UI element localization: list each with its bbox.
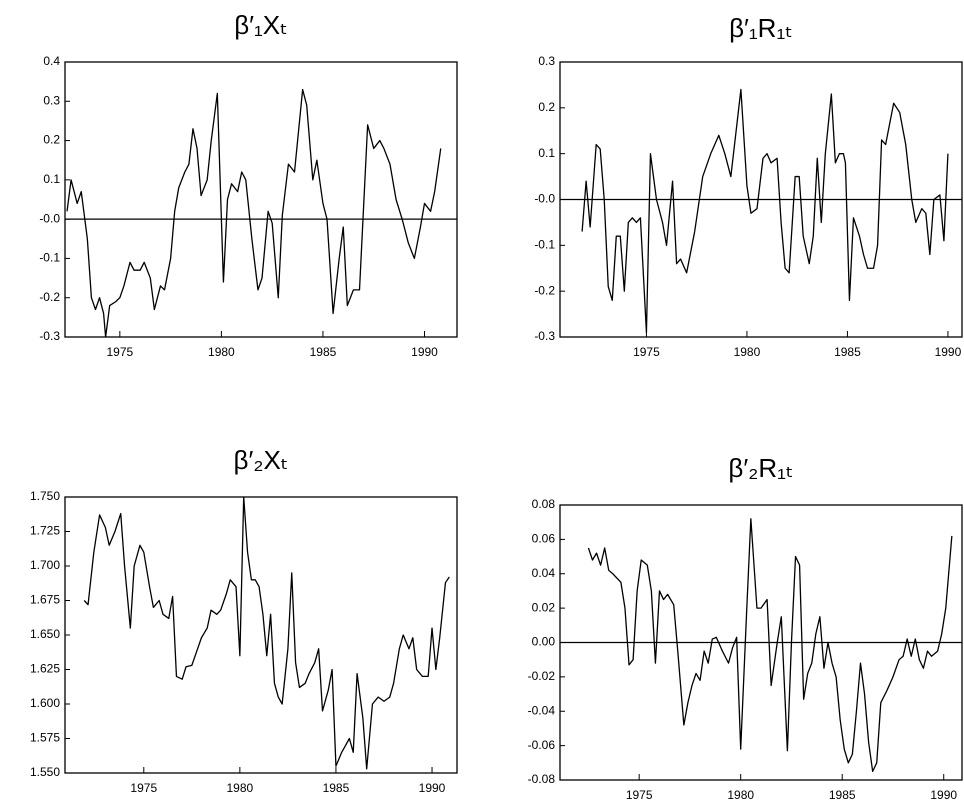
x-tick-label: 1980: [208, 345, 235, 359]
y-tick-label: 0.3: [538, 54, 555, 68]
x-tick-label: 1975: [626, 788, 653, 802]
x-tick-label: 1985: [829, 788, 856, 802]
y-tick-label: 0.2: [43, 133, 60, 147]
data-line: [587, 518, 953, 773]
y-tick-label: 1.675: [30, 593, 60, 607]
chart-title: β′₂Xₜ: [234, 445, 289, 475]
x-tick-label: 1990: [411, 345, 438, 359]
plot-frame: [64, 61, 458, 338]
y-tick-label: 0.4: [43, 54, 60, 68]
x-tick-label: 1985: [323, 781, 350, 795]
y-tick-label: 1.700: [30, 558, 60, 572]
y-tick-label: 1.550: [30, 765, 60, 779]
y-tick-label: 0.1: [538, 146, 555, 160]
chart-title: β′₂R₁ₜ: [728, 453, 793, 483]
y-tick-label: -0.2: [534, 283, 555, 297]
x-tick-label: 1985: [834, 345, 861, 359]
y-tick-label: 0.02: [532, 600, 556, 614]
x-tick-label: 1990: [935, 345, 962, 359]
x-tick-label: 1975: [106, 345, 133, 359]
y-tick-label: -0.3: [534, 329, 555, 343]
x-tick-label: 1980: [227, 781, 254, 795]
chart-panel: β′₁R₁ₜ -0.3 -0.2 -0.1 -0.0 0.1 0.2 0.3 1975 1980 1…: [534, 13, 963, 359]
x-tick-label: 1980: [727, 788, 754, 802]
y-tick-label: -0.06: [528, 738, 556, 752]
chart-title: β′₁R₁ₜ: [729, 13, 793, 43]
x-tick-label: 1980: [734, 345, 761, 359]
data-line: [581, 88, 949, 334]
chart-panel: β′₂R₁ₜ -0.08 -0.06 -0.04 -0.02 0.00 0.02 0.04 0.…: [528, 453, 963, 802]
x-tick-label: 1985: [310, 345, 337, 359]
y-tick-label: -0.1: [534, 238, 555, 252]
chart-panel: β′₂Xₜ 1.550 1.575 1.600 1.625 1.650 1.675 1.700…: [30, 445, 458, 795]
y-tick-label: 0.08: [532, 497, 556, 511]
chart-title: β′₁Xₜ: [234, 10, 288, 40]
y-tick-label: 1.625: [30, 662, 60, 676]
x-tick-label: 1990: [419, 781, 446, 795]
y-tick-label: 1.600: [30, 696, 60, 710]
y-tick-label: 0.3: [43, 93, 60, 107]
y-tick-label: 0.06: [532, 532, 556, 546]
y-tick-label: -0.02: [528, 669, 556, 683]
y-tick-label: -0.1: [39, 251, 60, 265]
y-tick-label: -0.0: [534, 192, 555, 206]
y-tick-label: 0.2: [538, 100, 555, 114]
data-line: [83, 496, 450, 770]
y-tick-label: 1.750: [30, 489, 60, 503]
y-tick-label: -0.08: [528, 772, 556, 786]
plot-frame: [64, 496, 458, 774]
y-tick-label: 1.650: [30, 627, 60, 641]
y-tick-label: -0.04: [528, 703, 556, 717]
y-tick-label: 1.725: [30, 524, 60, 538]
data-line: [66, 88, 442, 338]
y-tick-label: 0.1: [43, 172, 60, 186]
chart-panel: β′₁Xₜ -0.3 -0.2 -0.1 -0.0 0.1 0.2 0.3 0.4 1975 198…: [39, 10, 458, 359]
y-tick-label: 0.04: [532, 566, 556, 580]
y-tick-label: -0.2: [39, 290, 60, 304]
y-tick-label: -0.0: [39, 211, 60, 225]
x-tick-label: 1975: [130, 781, 157, 795]
x-tick-label: 1975: [633, 345, 660, 359]
y-tick-label: 0.00: [532, 635, 556, 649]
y-tick-label: -0.3: [39, 329, 60, 343]
y-tick-label: 1.575: [30, 731, 60, 745]
x-tick-label: 1990: [930, 788, 957, 802]
